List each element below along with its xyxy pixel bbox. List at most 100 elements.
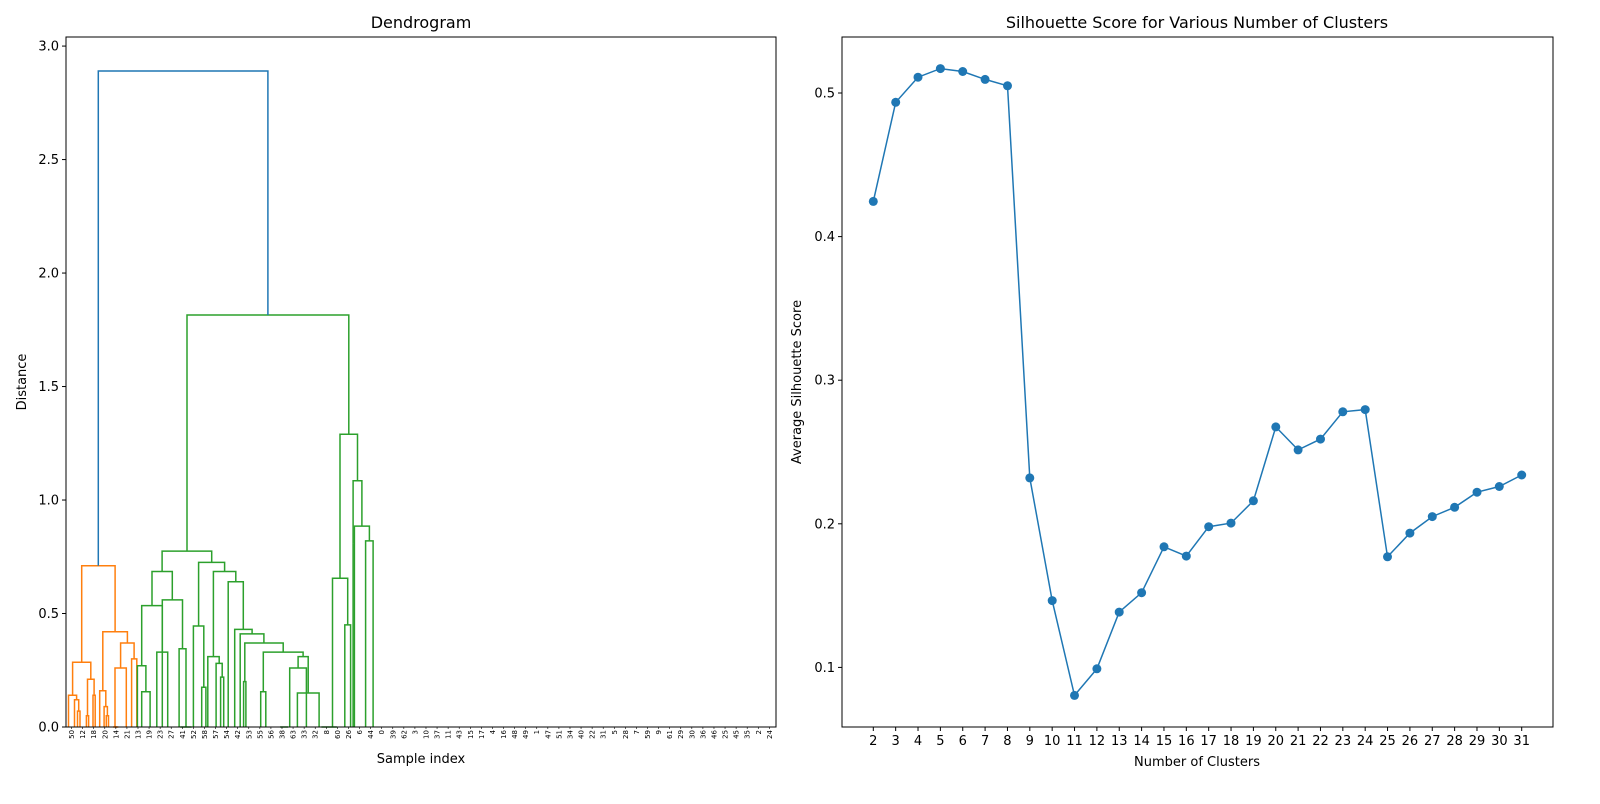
dendrogram-link bbox=[105, 714, 110, 727]
dendrogram-leaf-label: 17 bbox=[478, 730, 486, 739]
dendrogram-leaf-label: 49 bbox=[522, 730, 530, 739]
silhouette-point bbox=[1137, 588, 1147, 598]
dendrogram-leaf-label: 56 bbox=[267, 729, 275, 738]
dendrogram-link bbox=[364, 540, 374, 727]
silhouette-point bbox=[1271, 422, 1281, 432]
dendrogram-leaf-label: 37 bbox=[434, 730, 442, 739]
dendrogram-leaf-label: 2 bbox=[755, 730, 763, 734]
silhouette-point bbox=[1517, 470, 1527, 480]
dendrogram-leaf-label: 60 bbox=[334, 730, 342, 739]
dendrogram-x-axis-label: Sample index bbox=[377, 752, 466, 767]
dendrogram-y-tick-label: 1.0 bbox=[38, 494, 59, 509]
dendrogram-leaf-label: 39 bbox=[389, 730, 397, 739]
dendrogram-leaf-label: 13 bbox=[135, 730, 143, 739]
dendrogram-link bbox=[97, 70, 269, 566]
dendrogram-link bbox=[85, 714, 90, 727]
silhouette-point bbox=[1383, 552, 1392, 562]
silhouette-point bbox=[1226, 518, 1236, 528]
silhouette-y-axis-label: Average Silhouette Score bbox=[790, 300, 805, 464]
dendrogram-link bbox=[344, 624, 352, 727]
dendrogram-leaf-label: 27 bbox=[168, 730, 176, 739]
dendrogram-leaf-label: 38 bbox=[279, 730, 287, 739]
dendrogram-leaf-label: 47 bbox=[544, 730, 552, 739]
dendrogram-link bbox=[207, 655, 220, 727]
dendrogram-link bbox=[219, 676, 225, 727]
dendrogram-leaf-label: 30 bbox=[688, 730, 696, 739]
dendrogram-leaf-label: 36 bbox=[699, 729, 707, 738]
dendrogram-link bbox=[114, 667, 128, 727]
dendrogram-leaf-label: 15 bbox=[467, 730, 475, 739]
silhouette-x-tick-label: 5 bbox=[936, 734, 944, 749]
dendrogram-leaf-label: 3 bbox=[411, 730, 419, 734]
silhouette-axes-frame bbox=[841, 36, 1554, 728]
dendrogram-link bbox=[98, 689, 107, 727]
dendrogram-y-axis-label: Distance bbox=[15, 354, 30, 411]
dendrogram-link bbox=[262, 651, 304, 692]
dendrogram-leaf-label: 44 bbox=[367, 729, 375, 738]
dendrogram-leaf-label: 6 bbox=[356, 729, 364, 734]
dendrogram-leaf-label: 45 bbox=[733, 730, 741, 739]
silhouette-y-ticks: 0.1 0.2 0.3 0.4 0.5 bbox=[814, 87, 842, 676]
silhouette-point bbox=[891, 97, 901, 107]
dendrogram-link bbox=[140, 691, 151, 727]
silhouette-y-tick-label: 0.3 bbox=[814, 374, 835, 389]
dendrogram-y-tick-label: 0.5 bbox=[38, 607, 59, 622]
dendrogram-leaf-label: 10 bbox=[423, 730, 431, 739]
dendrogram-leaf-label: 63 bbox=[290, 730, 298, 739]
silhouette-x-tick-label: 22 bbox=[1312, 734, 1329, 749]
dendrogram-leaf-label: 28 bbox=[622, 730, 630, 739]
silhouette-point bbox=[1159, 542, 1169, 552]
silhouette-point bbox=[958, 67, 968, 76]
silhouette-point bbox=[1025, 473, 1035, 483]
silhouette-x-tick-label: 18 bbox=[1223, 734, 1240, 749]
dendrogram-leaf-label: 14 bbox=[112, 729, 120, 738]
silhouette-point bbox=[1293, 445, 1303, 455]
silhouette-x-tick-label: 7 bbox=[981, 734, 989, 749]
dendrogram-leaf-labels: 50 12 18 20 14 21 13 19 23 27 41 52 58 57 54 42 53 55 56 38… bbox=[68, 727, 774, 739]
silhouette-point bbox=[1494, 482, 1504, 491]
silhouette-point bbox=[1047, 596, 1057, 606]
dendrogram-leaf-label: 43 bbox=[456, 730, 464, 739]
dendrogram-leaf-label: 31 bbox=[600, 730, 608, 739]
silhouette-x-tick-label: 13 bbox=[1111, 734, 1128, 749]
silhouette-x-tick-label: 28 bbox=[1446, 734, 1463, 749]
silhouette-line bbox=[872, 67, 1523, 698]
silhouette-x-tick-label: 20 bbox=[1267, 734, 1284, 749]
silhouette-point bbox=[1003, 81, 1012, 91]
dendrogram-leaf-label: 54 bbox=[223, 729, 231, 738]
dendrogram-leaf-label: 23 bbox=[157, 730, 165, 739]
dendrogram-leaf-label: 19 bbox=[146, 730, 154, 739]
dendrogram-leaf-label: 8 bbox=[323, 730, 331, 734]
silhouette-y-tick-label: 0.1 bbox=[814, 661, 835, 676]
dendrogram-leaf-label: 9 bbox=[655, 730, 663, 734]
dendrogram-leaf-label: 59 bbox=[644, 730, 652, 739]
silhouette-point bbox=[1248, 496, 1258, 506]
silhouette-point bbox=[980, 74, 990, 84]
silhouette-x-tick-label: 11 bbox=[1066, 734, 1083, 749]
dendrogram-link bbox=[186, 314, 350, 552]
dendrogram-link bbox=[130, 658, 138, 727]
dendrogram-leaf-label: 18 bbox=[90, 730, 98, 739]
dendrogram-link bbox=[242, 680, 247, 727]
dendrogram-title: Dendrogram bbox=[371, 13, 472, 32]
dendrogram-axes-frame bbox=[65, 36, 777, 728]
dendrogram-leaf-label: 12 bbox=[79, 730, 87, 739]
silhouette-x-tick-label: 29 bbox=[1469, 734, 1486, 749]
dendrogram-leaf-label: 57 bbox=[212, 730, 220, 739]
dendrogram-leaf-label: 52 bbox=[190, 730, 198, 739]
dendrogram-panel: Dendrogram 0.00.51.01.52.02.53.0 50 12 18 2… bbox=[15, 13, 777, 767]
dendrogram-leaf-label: 4 bbox=[489, 729, 497, 734]
silhouette-point bbox=[1114, 607, 1124, 617]
dendrogram-leaf-label: 40 bbox=[578, 730, 586, 739]
dendrogram-leaf-label: 20 bbox=[101, 730, 109, 739]
silhouette-x-tick-label: 21 bbox=[1290, 734, 1307, 749]
silhouette-x-tick-label: 9 bbox=[1026, 734, 1034, 749]
dendrogram-link bbox=[227, 580, 245, 727]
dendrogram-y-tick-label: 2.0 bbox=[38, 267, 59, 282]
dendrogram-link bbox=[76, 710, 81, 727]
dendrogram-leaf-label: 48 bbox=[511, 730, 519, 739]
silhouette-point bbox=[1092, 664, 1102, 674]
silhouette-point bbox=[1316, 434, 1325, 444]
silhouette-x-tick-label: 4 bbox=[914, 734, 922, 749]
